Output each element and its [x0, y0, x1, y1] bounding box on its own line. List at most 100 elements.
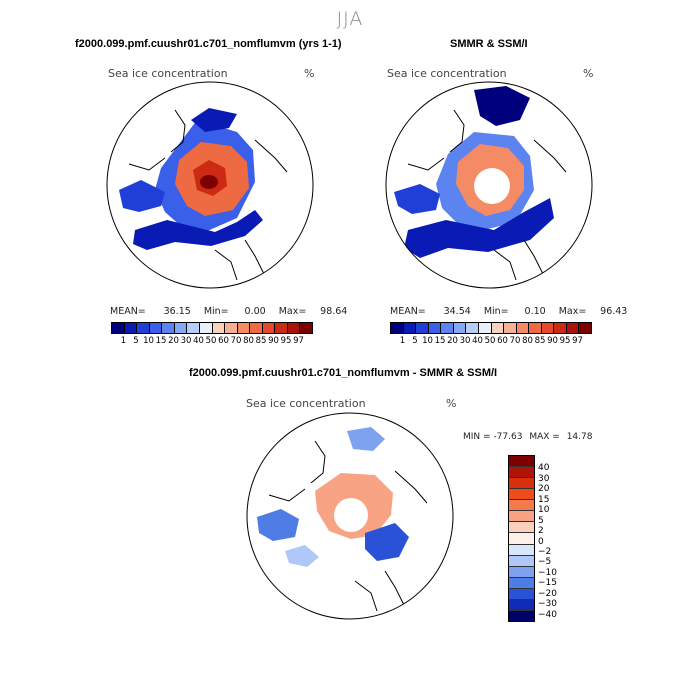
- diff-colorbar-swatch: [509, 544, 534, 556]
- colorbar-swatch: [566, 323, 580, 333]
- obs-max-value: 96.43: [600, 306, 628, 317]
- diff-pole-hole: [334, 498, 368, 532]
- colorbar-tick-label: 30: [180, 336, 192, 346]
- colorbar-tick-label: 85: [534, 336, 546, 346]
- diff-colorbar-tick-label: 5: [538, 515, 544, 526]
- colorbar-swatch: [287, 323, 301, 333]
- diff-colorbar-tick-label: 0: [538, 536, 544, 547]
- obs-mean-label: MEAN=: [390, 306, 426, 317]
- colorbar-tick-label: 15: [434, 336, 446, 346]
- model-max-value: 98.64: [320, 306, 348, 317]
- diff-panel-title: f2000.099.pmf.cuushr01.c701_nomflumvm - …: [189, 367, 498, 379]
- colorbar-tick-label: 20: [447, 336, 458, 346]
- model-stats: MEAN= 36.15 Min= 0.00 Max= 98.64: [110, 306, 347, 317]
- obs-max-label: Max=: [558, 306, 587, 317]
- colorbar-tick-label: 40: [472, 336, 483, 346]
- diff-min-label: MIN =: [463, 432, 491, 442]
- colorbar-tick-label: 1: [120, 336, 127, 346]
- diff-colorbar-swatch: [509, 456, 534, 468]
- colorbar-swatch: [403, 323, 417, 333]
- obs-stats: MEAN= 34.54 Min= 0.10 Max= 96.43: [390, 306, 627, 317]
- diff-colorbar-tick-label: 20: [538, 484, 550, 495]
- colorbar-tick-pad: [305, 336, 311, 346]
- diff-unit-label: %: [446, 397, 457, 410]
- diff-colorbar-tick-label: −40: [538, 609, 557, 620]
- diff-colorbar-tick-label: −20: [538, 588, 557, 599]
- colorbar-tick-label: 60: [218, 336, 229, 346]
- colorbar-swatch: [187, 323, 200, 333]
- diff-neg-hudson: [365, 523, 409, 561]
- colorbar-swatch: [199, 323, 213, 333]
- diff-min-value: -77.63: [493, 432, 523, 442]
- colorbar-tick-label: 30: [459, 336, 471, 346]
- model-ice-barents: [119, 180, 165, 212]
- model-min-label: Min=: [203, 306, 229, 317]
- model-max-label: Max=: [278, 306, 307, 317]
- diff-neg-barents: [257, 509, 299, 541]
- diff-colorbar-swatch: [509, 610, 534, 621]
- colorbar-swatch: [541, 323, 555, 333]
- colorbar-swatch: [391, 323, 404, 333]
- diff-colorbar-tick-label: 30: [538, 473, 550, 484]
- colorbar-swatch: [174, 323, 188, 333]
- colorbar-tick-label: 50: [484, 336, 496, 346]
- colorbar-tick-label: 60: [497, 336, 508, 346]
- obs-map: [385, 81, 593, 289]
- obs-variable-label: Sea ice concentration: [387, 67, 507, 80]
- diff-max-label: MAX =: [529, 432, 560, 442]
- diff-max-value: 14.78: [566, 432, 593, 442]
- colorbar-swatch: [453, 323, 467, 333]
- obs-unit-label: %: [583, 67, 594, 80]
- colorbar-tick-label: 85: [255, 336, 267, 346]
- obs-ice-barents: [394, 184, 440, 214]
- diff-stats: MIN = -77.63 MAX = 14.78: [463, 432, 592, 442]
- colorbar-swatch: [428, 323, 442, 333]
- colorbar-swatch: [441, 323, 454, 333]
- colorbar-swatch: [491, 323, 505, 333]
- colorbar-tick-label: 97: [293, 336, 304, 346]
- colorbar-swatch: [300, 323, 312, 333]
- obs-ice-hudson: [404, 198, 554, 258]
- model-panel-title: f2000.099.pmf.cuushr01.c701_nomflumvm (y…: [75, 38, 342, 50]
- diff-colorbar-swatch: [509, 489, 534, 501]
- diff-colorbar-tick-label: −5: [538, 557, 552, 568]
- diff-colorbar-tick-label: −2: [538, 546, 552, 557]
- obs-min-value: 0.10: [524, 306, 546, 317]
- diff-colorbar-swatch: [509, 511, 534, 523]
- obs-min-label: Min=: [483, 306, 509, 317]
- colorbar-swatch: [137, 323, 150, 333]
- colorbar-tick-label: 10: [422, 336, 433, 346]
- diff-colorbar-swatch: [509, 599, 534, 611]
- diff-variable-label: Sea ice concentration: [246, 397, 366, 410]
- diff-colorbar-tick-label: −30: [538, 599, 557, 610]
- diff-colorbar-tick-label: −15: [538, 578, 557, 589]
- colorbar-swatch: [516, 323, 530, 333]
- diff-colorbar-swatch: [509, 588, 534, 600]
- model-ice-bering: [191, 108, 237, 132]
- colorbar-tick-label: 97: [572, 336, 583, 346]
- colorbar-tick-label: 90: [547, 336, 558, 346]
- colorbar-swatch: [529, 323, 542, 333]
- model-mean-label: MEAN=: [110, 306, 146, 317]
- colorbar-swatch: [250, 323, 263, 333]
- obs-colorbar: [390, 322, 592, 334]
- diff-neg-bering: [347, 427, 385, 451]
- colorbar-tick-label: 95: [280, 336, 292, 346]
- colorbar-swatch: [275, 323, 288, 333]
- diff-land-outline: [268, 440, 428, 612]
- colorbar-tick-label: 70: [509, 336, 521, 346]
- colorbar-tick-label: 50: [205, 336, 217, 346]
- colorbar-swatch: [112, 323, 125, 333]
- colorbar-swatch: [579, 323, 591, 333]
- model-variable-label: Sea ice concentration: [108, 67, 228, 80]
- colorbar-tick-pad: [584, 336, 590, 346]
- colorbar-swatch: [237, 323, 251, 333]
- obs-pole-hole: [474, 168, 510, 204]
- diff-colorbar-swatch: [509, 566, 534, 578]
- model-land-outline: [128, 109, 288, 281]
- diff-colorbar: [508, 455, 535, 622]
- colorbar-swatch: [212, 323, 226, 333]
- diff-colorbar-swatch: [509, 478, 534, 490]
- diff-map: [246, 412, 454, 620]
- colorbar-swatch: [554, 323, 567, 333]
